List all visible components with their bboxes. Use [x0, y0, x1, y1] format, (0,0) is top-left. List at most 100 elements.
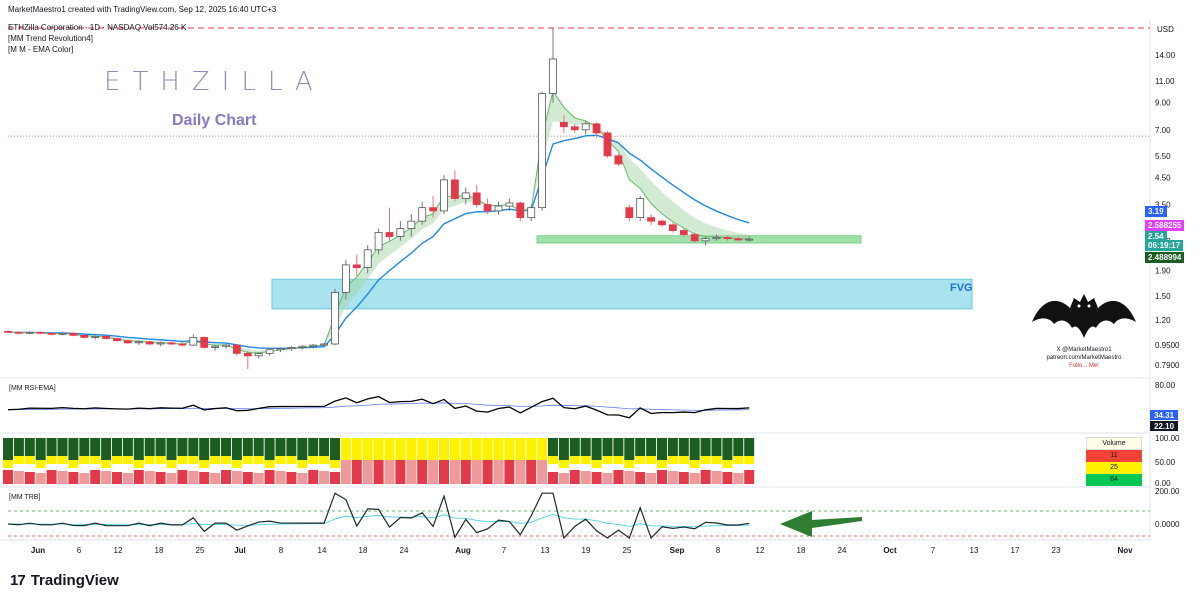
volume-bar-green	[242, 438, 253, 456]
volume-bar-green	[253, 438, 264, 456]
volume-bar-green	[351, 438, 362, 456]
volume-bar-red	[133, 470, 144, 484]
volume-bar-yellow	[569, 456, 580, 464]
volume-bar-green	[166, 438, 177, 460]
volume-bar-green	[362, 438, 373, 460]
volume-bar-red	[406, 460, 417, 484]
candle-body	[396, 228, 405, 237]
volume-bar-red	[602, 473, 613, 484]
volume-bar-red	[395, 460, 406, 484]
volume-bar-red	[79, 473, 90, 484]
volume-table-green: 64	[1086, 474, 1142, 486]
candle-body	[200, 337, 209, 348]
x-tick-label: 8	[279, 546, 284, 555]
volume-bar-red	[275, 471, 286, 484]
candle-body	[603, 132, 612, 157]
volume-bar-red	[526, 460, 537, 484]
fvg-zone	[271, 278, 973, 310]
volume-bar-red	[362, 460, 373, 484]
x-tick-label: Jun	[31, 546, 45, 555]
tradingview-logo[interactable]: 17 TradingView	[10, 572, 119, 589]
candle-body	[222, 344, 230, 347]
fvg-label: FVG	[950, 282, 973, 294]
y-tick-label: 14.00	[1155, 51, 1176, 60]
candle-body	[124, 340, 132, 344]
indicator-legend-trend[interactable]: [MM Trend Revolution4]	[8, 34, 93, 43]
volume-bar-green	[264, 438, 275, 460]
volume-bar-green	[449, 438, 460, 456]
volume-bar-green	[439, 438, 449, 456]
candle-body	[669, 224, 677, 231]
y-tick-label: 3.50	[1155, 201, 1171, 210]
volume-bar-green	[90, 438, 101, 456]
volume-bar-green	[700, 438, 711, 456]
volume-bar-yellow	[221, 456, 231, 464]
candle-body	[472, 192, 481, 205]
x-tick-label: 18	[155, 546, 164, 555]
candle-body	[145, 341, 154, 345]
x-tick-label: 19	[582, 546, 591, 555]
candle-body	[47, 332, 56, 335]
indicator-legend-ema[interactable]: [M M - EMA Color]	[8, 45, 74, 54]
candle-body	[320, 343, 329, 346]
volume-bar-yellow	[57, 456, 68, 464]
volume-bar-red	[493, 460, 504, 484]
candle-body	[636, 198, 645, 219]
x-tick-label: 24	[838, 546, 847, 555]
trb-line	[7, 492, 750, 540]
volume-bar-yellow	[689, 460, 700, 468]
volume-bar-red	[733, 473, 744, 484]
volume-bar-green	[373, 438, 384, 456]
candle-body	[461, 192, 470, 199]
volume-bar-red	[231, 471, 242, 484]
volume-bar-red	[449, 460, 460, 484]
volume-bar-red	[711, 471, 722, 484]
volume-bar-yellow	[122, 456, 133, 464]
volume-bar-yellow	[3, 460, 13, 468]
candle-body	[36, 331, 45, 334]
volume-bar-yellow	[24, 456, 35, 464]
candle-body	[189, 337, 198, 346]
volume-bar-green	[580, 438, 591, 456]
candle-body	[14, 331, 23, 334]
volume-bar-yellow	[79, 456, 90, 464]
volume-bar-yellow	[101, 460, 112, 468]
volume-bar-green	[657, 438, 667, 460]
volume-bar-yellow	[678, 456, 689, 464]
pointer-arrow-icon	[780, 511, 862, 537]
symbol-legend[interactable]: ETHZilla Corporation · 1D · NASDAQ Vol57…	[8, 23, 187, 32]
x-tick-label: 14	[318, 546, 327, 555]
y-tick-label: 9.00	[1155, 99, 1171, 108]
volume-bar-red	[166, 473, 177, 484]
volume-bar-red	[613, 470, 624, 484]
candle-body	[701, 238, 710, 242]
candle-body	[505, 202, 514, 207]
credit-x-handle: X @MarketMaestro1	[1056, 347, 1112, 353]
volume-bar-red	[13, 471, 24, 484]
volume-bar-green	[395, 438, 406, 460]
trb-tick: 200.00	[1155, 487, 1180, 496]
volume-bar-green	[13, 438, 24, 456]
volume-bar-green	[210, 438, 221, 456]
y-tick-label: 1.90	[1155, 266, 1171, 275]
candle-body	[734, 238, 743, 241]
volume-bar-green	[101, 438, 112, 460]
y-tick-label: 0.7900	[1155, 361, 1180, 370]
creator-caption: MarketMaestro1 created with TradingView.…	[8, 5, 277, 14]
volume-bar-green	[526, 438, 537, 460]
volume-bar-red	[580, 471, 591, 484]
volume-bar-green	[602, 438, 613, 456]
candle-body	[4, 330, 12, 333]
volume-bar-yellow	[667, 456, 678, 464]
volume-bar-red	[297, 473, 308, 484]
volume-bar-red	[24, 472, 35, 484]
x-tick-label: 6	[77, 546, 82, 555]
candle-body	[134, 341, 143, 344]
x-tick-label: Sep	[670, 546, 685, 555]
rsi-tick: 80.00	[1155, 381, 1176, 390]
rsi-ema-value-text: 22.10	[1154, 422, 1175, 431]
candle-body	[211, 345, 220, 348]
candle-body	[69, 332, 78, 336]
volume-bar-yellow	[166, 460, 177, 468]
brand-watermark: ETHZILLA	[104, 67, 325, 97]
